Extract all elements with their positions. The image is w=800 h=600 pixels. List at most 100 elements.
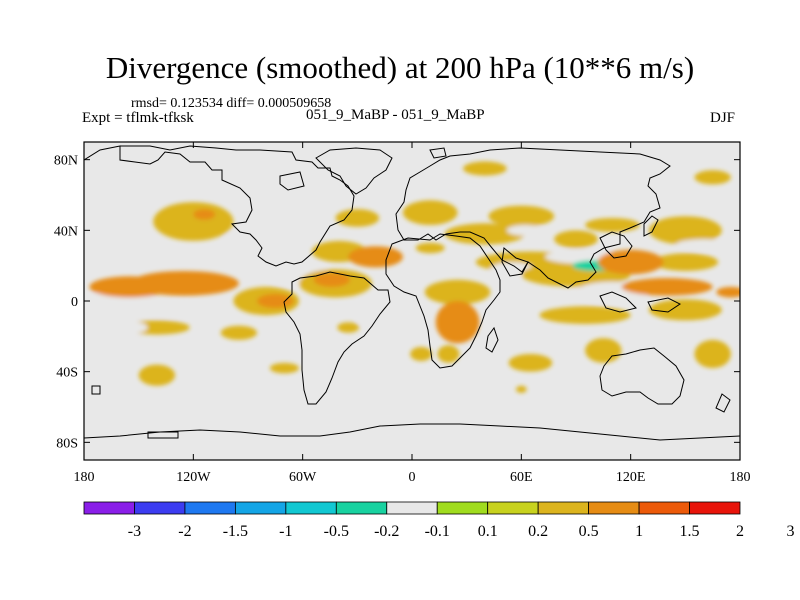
coast-maritime [599,291,637,313]
coast-east-asia [599,231,633,259]
colorbar-box-7 [436,501,489,515]
colorbar-label: -3 [128,523,141,540]
field-region-19 [415,242,445,254]
x-tick-label: 180 [730,470,751,485]
colorbar-label: -1.5 [223,523,248,540]
colorbar-box-9 [537,501,590,515]
coast-australia [599,347,685,405]
colorbar: -3 -2 -1.5 -1 -0.5 -0.2 -0.1 0.1 0.2 0.5 1 1.5 2 3 [83,501,794,540]
coast-new-zealand [715,393,731,413]
y-tick-label: 40N [54,224,78,239]
coast-africa [385,233,501,369]
field-region-43 [585,217,640,233]
coast-japan [643,215,659,237]
field-region-13 [335,209,380,227]
field-region-33 [539,306,631,324]
field-region-35 [585,338,622,363]
x-tick-label: 120E [616,470,646,485]
colorbar-label: 0.5 [579,523,599,540]
field-region-44 [410,346,433,362]
plot-background [84,142,740,460]
field-region-37 [694,339,731,369]
colorbar-box-2 [184,501,236,515]
field-region-16 [357,311,394,326]
y-tick-label: 80S [56,436,78,451]
coast-madagascar [485,326,499,353]
colorbar-box-10 [588,501,640,515]
field-region-46 [129,270,239,296]
field-region-51 [435,301,480,344]
colorbar-box-6 [386,501,438,515]
field-region-53 [597,249,664,275]
chart-title: Divergence (smoothed) at 200 hPa (10**6 … [105,50,695,85]
coast-north-america [84,145,355,267]
field-region-20 [424,279,491,305]
field-region-39 [674,410,697,422]
colorbar-label: -0.2 [374,523,399,540]
coast-arabia [501,247,529,277]
coast-svalbard [429,147,447,159]
colorbar-box-5 [335,501,388,515]
field-region-42 [554,230,598,249]
field-region-54 [621,278,713,296]
field-region-17 [269,362,300,374]
field-region-6 [138,364,176,386]
field-region-3 [129,302,221,317]
field-region-21 [437,345,460,363]
colorbar-label: -1 [279,523,292,540]
colorbar-box-12 [689,501,741,515]
field-region-31 [648,216,722,245]
field-region-38 [508,354,553,372]
case-label: 051_9_MaBP - 051_9_MaBP [306,107,485,123]
stats-line: rmsd= 0.123534 diff= 0.000509658 [131,96,332,111]
field-region-14 [337,322,360,333]
field-region-25 [463,161,507,176]
divergence-field [87,161,740,422]
field-region-41 [694,170,731,185]
field-region-32 [676,239,731,250]
field-region-11 [224,230,290,249]
field-region-55 [716,286,740,298]
field-region-5 [93,320,148,335]
colorbar-label: 2 [736,523,744,540]
field-region-49 [313,272,351,287]
season-label: DJF [710,110,736,126]
coast-new-guinea [647,297,681,313]
colorbar-label: -0.5 [324,523,349,540]
colorbar-box-4 [285,501,337,515]
field-region-40 [515,385,527,393]
x-tick-label: 60E [510,470,533,485]
x-tick-label: 0 [409,470,416,485]
colorbar-label: -0.1 [425,523,450,540]
colorbar-box-11 [638,501,690,515]
field-region-24 [506,225,544,236]
field-region-1 [153,202,234,241]
coast-south-america [283,271,391,405]
field-region-48 [257,293,294,309]
field-region-36 [648,299,722,321]
colorbar-box-8 [487,501,539,515]
field-region-47 [193,209,216,220]
x-tick-label: 120W [176,470,211,485]
field-region-7 [220,325,258,340]
x-tick-label: 60W [289,470,317,485]
coast-greenland [315,147,393,195]
axes: 180 120W 60W 0 60E 120E 180 80N 40N 0 40S 80S [54,142,751,485]
colorbar-label: 1.5 [680,523,700,540]
field-region-2 [94,223,139,245]
experiment-label: Expt = tflmk-tfksk [82,110,194,126]
coast-arctic-islands [279,171,305,191]
x-tick-label: 180 [74,470,95,485]
field-region-50 [348,246,403,268]
y-tick-label: 0 [71,295,78,310]
colorbar-label: -2 [178,523,191,540]
colorbar-box-0 [83,501,135,515]
coast-ross-shelf [147,431,179,439]
field-region-18 [402,200,458,226]
field-region-30 [652,253,719,271]
field-region-23 [488,205,555,227]
y-tick-label: 80N [54,154,78,169]
y-tick-label: 40S [56,366,78,381]
coast-antarctica [84,423,740,441]
